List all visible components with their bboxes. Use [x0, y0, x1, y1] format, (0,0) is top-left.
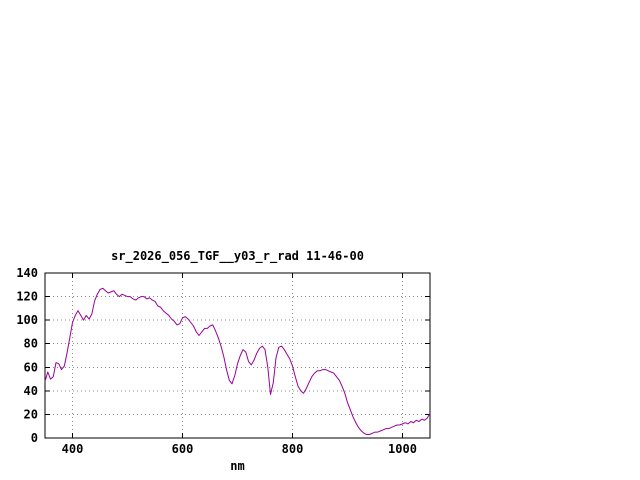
plot-border — [44, 272, 431, 439]
y-tick-label: 0 — [31, 431, 38, 445]
y-tick-label: 20 — [24, 407, 38, 421]
x-tick-label: 800 — [282, 442, 304, 456]
x-tick-label: 400 — [62, 442, 84, 456]
y-tick-label: 140 — [16, 266, 38, 280]
y-tick-label: 80 — [24, 337, 38, 351]
y-tick-label: 120 — [16, 290, 38, 304]
y-tick-label: 40 — [24, 384, 38, 398]
x-axis-label: nm — [230, 459, 245, 473]
y-tick-label: 100 — [16, 313, 38, 327]
x-tick-label: 1000 — [388, 442, 417, 456]
x-tick-label: 600 — [172, 442, 194, 456]
y-tick-label: 60 — [24, 360, 38, 374]
spectral-curve — [44, 287, 431, 435]
chart-title: sr_2026_056_TGF__y03_r_rad 11-46-00 — [111, 249, 364, 263]
